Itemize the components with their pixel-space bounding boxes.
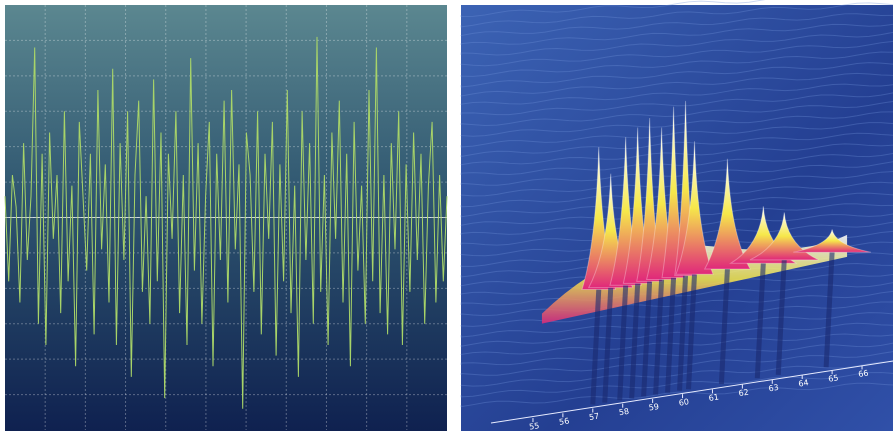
x-tick-label: 60 (678, 397, 689, 407)
x-tick-label: 59 (648, 402, 659, 412)
x-tick-label: 63 (768, 383, 779, 393)
x-tick-label: 56 (558, 416, 569, 426)
x-tick-label: 64 (798, 378, 809, 388)
x-tick-label: 65 (828, 373, 839, 383)
x-tick-label: 58 (618, 407, 629, 417)
x-tick-label: 62 (738, 388, 749, 398)
dashboard: 55 56 57 58 59 60 61 62 63 64 65 66 (0, 0, 893, 431)
x-tick-label: 57 (588, 412, 599, 422)
x-tick-label: 61 (708, 392, 719, 402)
x-tick-label: 55 (529, 421, 540, 431)
x-tick-label: 66 (858, 369, 869, 379)
